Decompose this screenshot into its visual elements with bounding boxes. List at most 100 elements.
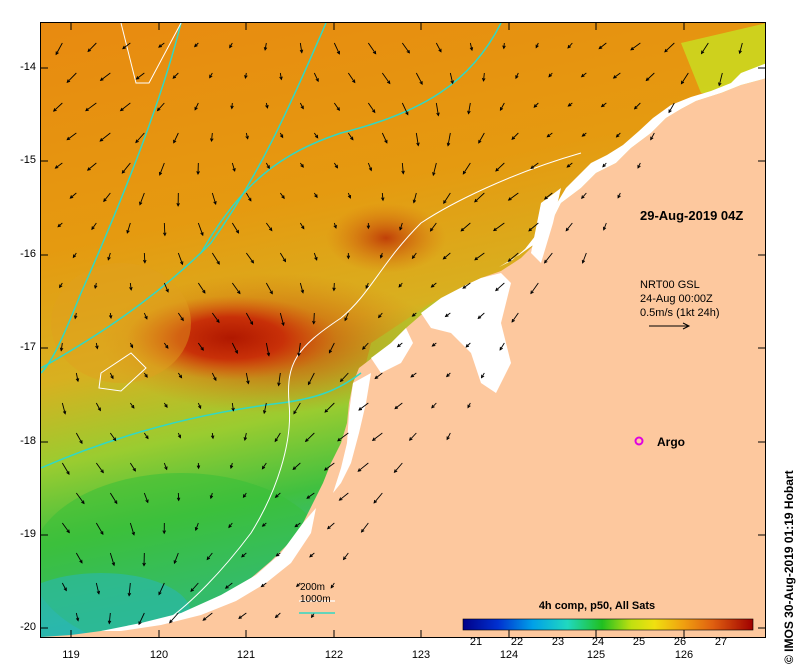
current-arrow-head bbox=[103, 198, 107, 203]
current-arrow bbox=[87, 42, 97, 52]
current-arrow bbox=[306, 492, 315, 499]
current-arrow-head bbox=[63, 587, 67, 592]
current-arrow-head bbox=[342, 556, 347, 561]
current-arrow-head bbox=[216, 260, 220, 265]
current-arrow bbox=[333, 102, 340, 111]
current-arrow bbox=[343, 552, 349, 560]
current-arrow-head bbox=[209, 495, 214, 500]
current-arrow-head bbox=[162, 530, 166, 535]
current-arrow-head bbox=[246, 380, 250, 385]
current-arrow-head bbox=[406, 49, 410, 54]
current-arrow-head bbox=[107, 256, 111, 261]
current-arrow-head bbox=[617, 194, 621, 199]
current-arrow-head bbox=[511, 318, 516, 323]
current-arrow-head bbox=[333, 224, 337, 229]
current-arrow-head bbox=[548, 73, 552, 78]
current-arrow bbox=[435, 42, 442, 53]
current-arrow bbox=[462, 282, 471, 289]
current-arrow-head bbox=[224, 585, 229, 589]
current-arrow-head bbox=[96, 590, 101, 595]
current-arrow-head bbox=[198, 405, 202, 410]
current-arrow bbox=[55, 42, 63, 55]
current-arrow-head bbox=[664, 48, 668, 53]
current-arrow bbox=[681, 72, 689, 84]
current-arrow bbox=[231, 162, 236, 172]
cloud-mask-north bbox=[499, 63, 765, 267]
current-arrow-head bbox=[469, 47, 474, 52]
current-arrow-head bbox=[178, 374, 183, 379]
current-arrow-head bbox=[436, 112, 440, 117]
current-arrow-head bbox=[358, 407, 363, 411]
current-arrow bbox=[60, 342, 63, 351]
current-arrow-head bbox=[432, 172, 436, 177]
current-arrow-head bbox=[66, 471, 70, 475]
current-arrow-head bbox=[100, 469, 104, 474]
current-arrow-head bbox=[344, 317, 348, 322]
current-arrow bbox=[245, 252, 254, 264]
current-arrow-head bbox=[474, 256, 478, 261]
colorbar-tick: 27 bbox=[714, 636, 728, 648]
current-arrow bbox=[401, 42, 410, 54]
current-arrow-head bbox=[543, 196, 548, 200]
current-arrow bbox=[264, 42, 267, 50]
current-arrow-head bbox=[194, 527, 199, 532]
current-arrow bbox=[263, 402, 267, 414]
current-arrow bbox=[483, 72, 485, 81]
current-arrow-head bbox=[445, 373, 450, 378]
current-arrow-head bbox=[164, 404, 168, 409]
current-arrow bbox=[279, 312, 285, 326]
current-arrow bbox=[139, 192, 145, 205]
legend-date: 24-Aug 00:00Z bbox=[640, 293, 713, 305]
current-arrow-head bbox=[346, 255, 351, 260]
current-arrow bbox=[231, 342, 238, 354]
current-arrow-head bbox=[62, 410, 67, 415]
warm-core bbox=[126, 296, 336, 380]
current-arrow-head bbox=[467, 110, 471, 115]
current-arrow-head bbox=[173, 560, 177, 565]
current-arrow bbox=[381, 72, 391, 84]
imos-credit: © IMOS 30-Aug-2019 01:19 Hobart bbox=[782, 470, 796, 664]
current-arrow-head bbox=[238, 615, 242, 619]
current-arrow-head bbox=[379, 254, 384, 259]
current-arrow bbox=[381, 192, 384, 201]
current-arrow bbox=[508, 252, 519, 262]
current-arrow-head bbox=[95, 345, 99, 350]
current-arrow-head bbox=[282, 258, 287, 263]
current-arrow bbox=[177, 312, 184, 321]
current-arrow-head bbox=[234, 350, 238, 354]
colorbar bbox=[462, 618, 754, 631]
current-arrow bbox=[75, 432, 83, 444]
current-arrow bbox=[477, 312, 485, 319]
depth-key-1000m: 1000m bbox=[300, 594, 331, 605]
current-arrow bbox=[95, 462, 104, 473]
current-arrow-head bbox=[338, 497, 343, 501]
current-arrow-head bbox=[393, 469, 398, 474]
current-arrow-head bbox=[360, 529, 365, 533]
lat-label: -14 bbox=[20, 61, 36, 73]
current-arrow bbox=[163, 282, 169, 292]
current-arrow bbox=[630, 42, 641, 51]
current-arrow bbox=[158, 42, 165, 48]
current-arrow-head bbox=[429, 227, 434, 232]
current-arrow bbox=[129, 462, 136, 472]
current-arrow-head bbox=[535, 44, 539, 49]
current-arrow bbox=[449, 72, 454, 84]
current-arrow-head bbox=[465, 344, 470, 348]
current-arrow bbox=[313, 312, 315, 324]
current-arrow bbox=[75, 372, 79, 382]
current-arrow bbox=[157, 102, 165, 111]
current-arrow-head bbox=[515, 75, 519, 80]
current-arrow bbox=[61, 462, 70, 475]
current-arrow-head bbox=[499, 346, 503, 351]
current-arrow bbox=[410, 372, 417, 378]
cloud-mask-mid bbox=[371, 328, 413, 373]
current-arrow-head bbox=[650, 136, 654, 141]
current-arrow bbox=[358, 402, 369, 411]
current-arrow bbox=[261, 582, 267, 587]
current-arrow-head bbox=[209, 138, 214, 143]
lon-label: 121 bbox=[236, 649, 256, 661]
current-arrow-head bbox=[110, 375, 114, 380]
current-arrow-head bbox=[332, 287, 336, 292]
current-arrow bbox=[739, 42, 743, 54]
current-arrow bbox=[333, 42, 340, 55]
